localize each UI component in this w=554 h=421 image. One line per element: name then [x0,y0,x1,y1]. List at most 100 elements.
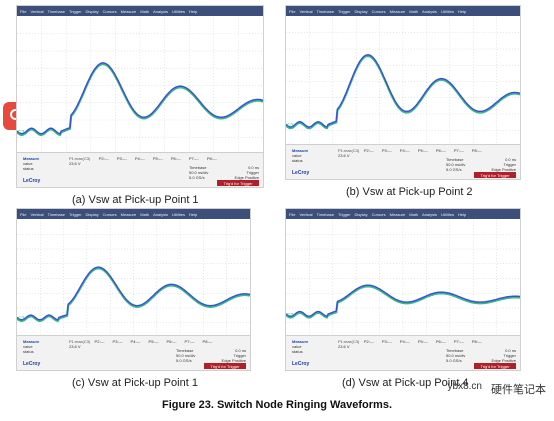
menu-item[interactable]: Timebase [316,211,334,217]
waveform-plot: C3 [17,219,250,338]
menu-item[interactable]: Trigger [69,211,82,217]
menu-item[interactable]: Analysis [153,8,169,14]
waveform-plot: C3 [286,219,520,338]
menu-item[interactable]: Cursors [371,211,386,217]
scope-window: File Vertical Timebase Trigger Display Cursor… [285,5,521,180]
measure-marker[interactable]: P5:--- [417,339,428,344]
measure-marker[interactable]: P4:--- [399,339,410,344]
menu-item[interactable]: File [20,211,27,217]
menu-item[interactable]: Analysis [422,211,438,217]
timebase-row-value: Edge Positive [234,175,259,180]
measure-marker[interactable]: P3:--- [116,156,127,161]
measure-marker[interactable]: P4:--- [130,339,141,344]
lecroy-logo: LeCroy [292,170,310,176]
waveform-plot: C3 [286,16,520,147]
measure-marker[interactable]: P8:--- [471,148,482,153]
measure-marker[interactable]: P2:--- [363,339,374,344]
menu-item[interactable]: Utilities [441,8,454,14]
menu-item[interactable]: Math [140,8,150,14]
measure-marker[interactable]: P3:--- [112,339,123,344]
measure-marker[interactable]: P6:--- [170,156,181,161]
menu-item[interactable]: File [289,8,296,14]
menu-item[interactable]: Cursors [102,8,117,14]
menu-item[interactable]: Vertical [30,211,44,217]
menu-item[interactable]: Vertical [299,211,313,217]
measure-marker[interactable]: P2:--- [363,148,374,153]
menu-item[interactable]: Utilities [172,8,185,14]
menu-item[interactable]: Math [140,211,150,217]
measure-marker[interactable]: P4:--- [399,148,410,153]
menu-item[interactable]: Trigger [69,8,82,14]
menu-item[interactable]: Utilities [441,211,454,217]
measure-title[interactable]: Measure [23,156,40,161]
channel-ground-marker: C3 [287,122,294,128]
measure-marker[interactable]: P7:--- [184,339,195,344]
timebase-trigger-panel[interactable]: Timebase 0.0 ns 50.0 ns/div Trigger 5.0 GS/s… [176,348,246,363]
channel-ground-marker: C3 [287,312,294,318]
menu-item[interactable]: Measure [389,211,406,217]
scope-status-bar: Measure value status P1:max(C3) 23.6 V P2:---… [286,144,520,179]
menu-item[interactable]: Timebase [316,8,334,14]
menu-item[interactable]: Help [457,211,467,217]
menu-item[interactable]: File [20,8,27,14]
measure-marker[interactable]: P4:--- [134,156,145,161]
measure-marker[interactable]: P7:--- [453,148,464,153]
menu-item[interactable]: Help [457,8,467,14]
measure-marker[interactable]: P6:--- [435,148,446,153]
measure-title[interactable]: Measure [292,339,309,344]
menu-item[interactable]: Cursors [102,211,117,217]
measure-marker[interactable]: P8:--- [202,339,213,344]
channel-label: P1:max(C3) [338,148,360,153]
menu-item[interactable]: Vertical [30,8,44,14]
menu-item[interactable]: Timebase [47,8,65,14]
menu-item[interactable]: Timebase [47,211,65,217]
scope-menubar: File Vertical Timebase Trigger Display Cursor… [17,6,263,16]
waveform-trace-blue [286,284,520,318]
timebase-trigger-panel[interactable]: Timebase 0.0 ns 50.0 ns/div Trigger 5.0 GS/s… [446,157,516,172]
measure-marker[interactable]: P2:--- [98,156,109,161]
channel-readout: P1:max(C3) 23.6 V [69,156,90,166]
measure-marker[interactable]: P6:--- [435,339,446,344]
lecroy-logo: LeCroy [292,361,310,367]
menu-item[interactable]: Trigger [338,211,351,217]
waveform-trace-blue [17,62,263,135]
measure-marker[interactable]: P5:--- [148,339,159,344]
menu-item[interactable]: Measure [389,8,406,14]
menu-item[interactable]: Display [85,8,99,14]
measure-marker[interactable]: P8:--- [206,156,217,161]
menu-item[interactable]: Measure [120,211,137,217]
timebase-row: 50.0 ns/div Trigger [176,353,246,358]
menu-item[interactable]: Analysis [153,211,169,217]
measure-marker[interactable]: P5:--- [152,156,163,161]
timebase-trigger-panel[interactable]: Timebase 0.0 ns 50.0 ns/div Trigger 5.0 GS/s… [189,165,259,180]
measure-marker[interactable]: P2:--- [94,339,105,344]
menu-item[interactable]: Math [409,211,419,217]
measure-marker[interactable]: P8:--- [471,339,482,344]
menu-item[interactable]: Analysis [422,8,438,14]
measure-marker[interactable]: P3:--- [381,339,392,344]
menu-item[interactable]: Help [188,8,198,14]
menu-item[interactable]: Vertical [299,8,313,14]
measure-marker[interactable]: P7:--- [453,339,464,344]
measure-title[interactable]: Measure [292,148,309,153]
trigger-status-chip: Trig'd for Trigger [474,363,516,369]
menu-item[interactable]: File [289,211,296,217]
measure-marker[interactable]: P3:--- [381,148,392,153]
scope-status-bar: Measure value status P1:max(C3) 23.6 V P2:---… [286,335,520,370]
menu-item[interactable]: Display [85,211,99,217]
menu-item[interactable]: Display [354,8,368,14]
menu-item[interactable]: Cursors [371,8,386,14]
menu-item[interactable]: Trigger [338,8,351,14]
measure-marker[interactable]: P6:--- [166,339,177,344]
measure-marker[interactable]: P7:--- [188,156,199,161]
menu-item[interactable]: Measure [120,8,137,14]
lecroy-logo: LeCroy [23,361,41,367]
menu-item[interactable]: Display [354,211,368,217]
menu-item[interactable]: Utilities [172,211,185,217]
menu-item[interactable]: Math [409,8,419,14]
timebase-trigger-panel[interactable]: Timebase 0.0 ns 50.0 ns/div Trigger 5.0 GS/s… [446,348,516,363]
measure-marker[interactable]: P5:--- [417,148,428,153]
menu-item[interactable]: Help [188,211,198,217]
timebase-row-value: 0.0 ns [505,157,516,162]
measure-title[interactable]: Measure [23,339,40,344]
